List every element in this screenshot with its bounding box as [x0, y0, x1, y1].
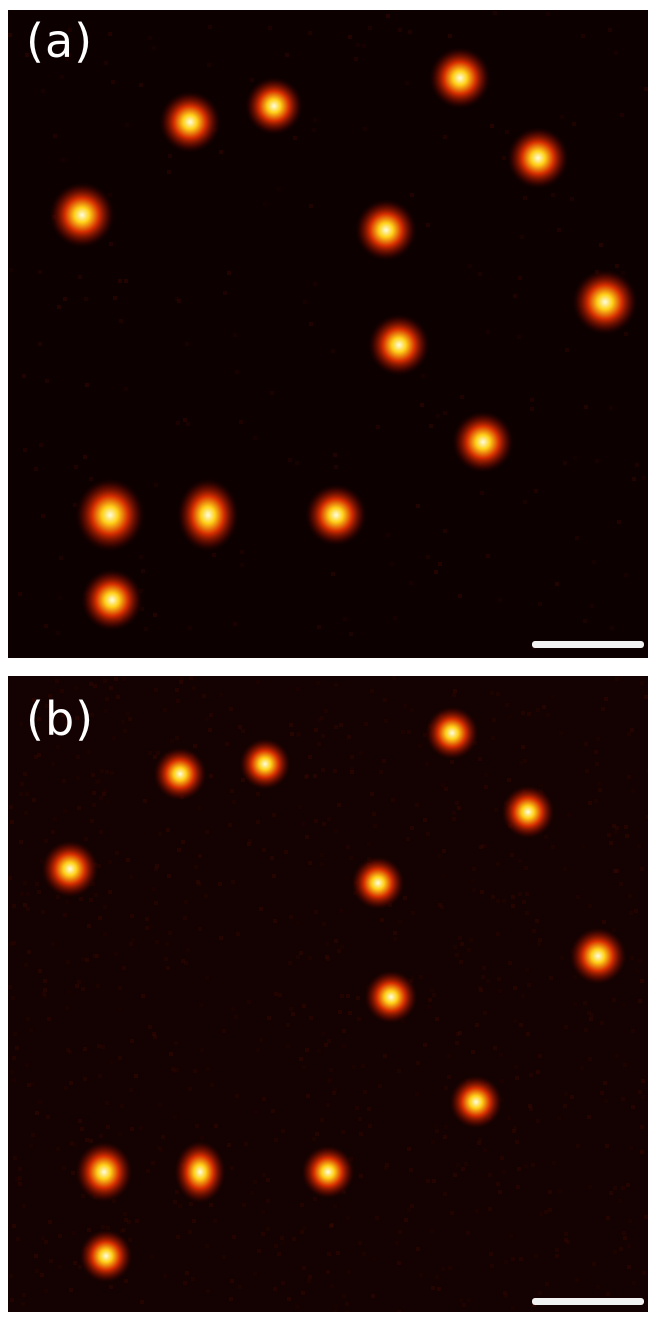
- fluorescent-spot: [506, 126, 570, 190]
- fluorescent-spot: [152, 746, 208, 802]
- panel-label-b: (b): [26, 692, 95, 746]
- fluorescent-spot: [350, 855, 406, 911]
- fluorescence-spots-a: [8, 11, 648, 649]
- fluorescent-spot: [78, 1228, 134, 1284]
- fluorescent-spot: [173, 1139, 227, 1205]
- fluorescent-spot: [40, 839, 100, 899]
- fluorescent-spot: [568, 926, 628, 986]
- fluorescent-spot: [354, 198, 418, 262]
- fluorescent-spot: [500, 784, 556, 840]
- fluorescent-spot: [304, 483, 368, 547]
- image-panel-b: (b): [8, 676, 648, 1312]
- fluorescent-spot: [238, 737, 292, 791]
- fluorescent-spot: [367, 313, 431, 377]
- fluorescent-spot: [571, 268, 639, 336]
- fluorescence-spots-b: [8, 676, 648, 1312]
- fluorescent-spot: [74, 477, 146, 553]
- fluorescent-spot: [158, 90, 222, 154]
- image-panel-a: (a): [8, 10, 648, 658]
- fluorescent-spot: [428, 46, 492, 110]
- scale-bar-a: [532, 641, 644, 648]
- scale-bar-b: [532, 1298, 644, 1305]
- fluorescent-spot: [300, 1144, 356, 1200]
- fluorescent-spot: [363, 969, 419, 1025]
- fluorescent-spot: [244, 76, 304, 136]
- fluorescent-spot: [448, 1074, 504, 1130]
- fluorescent-spot: [74, 1140, 134, 1204]
- panel-label-a: (a): [26, 14, 94, 68]
- fluorescent-spot: [451, 410, 515, 474]
- fluorescent-spot: [176, 477, 240, 553]
- fluorescent-spot: [48, 181, 116, 249]
- fluorescent-spot: [424, 705, 480, 761]
- fluorescent-spot: [80, 568, 144, 632]
